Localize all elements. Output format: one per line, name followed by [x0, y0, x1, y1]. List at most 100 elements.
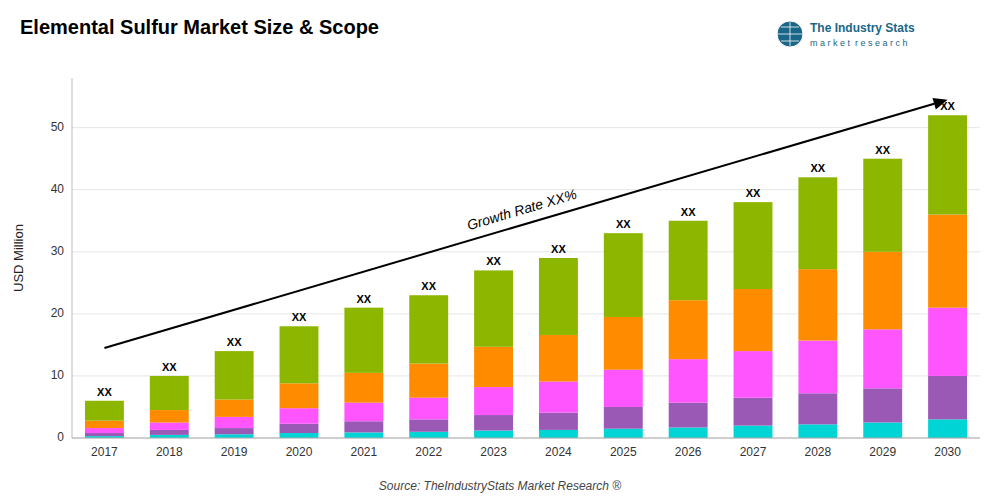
arrow-head	[932, 98, 947, 110]
bar-label: XX	[357, 293, 372, 305]
chart-container: 01020304050USD Million201720182019202020…	[0, 0, 1000, 500]
bar-segment	[669, 427, 708, 438]
y-tick-label: 50	[51, 120, 65, 134]
bar-segment	[734, 398, 773, 426]
y-tick-label: 20	[51, 306, 65, 320]
bar-label: XX	[681, 206, 696, 218]
bar-segment	[409, 364, 448, 398]
x-tick-label: 2027	[740, 445, 767, 459]
bar-segment	[215, 417, 254, 428]
bar-segment	[150, 410, 189, 422]
bar-segment	[863, 252, 902, 330]
bar-segment	[928, 376, 967, 419]
bar-segment	[215, 428, 254, 434]
bar-segment	[474, 415, 513, 431]
bar-segment	[474, 347, 513, 387]
bar-segment	[344, 308, 383, 373]
bar-segment	[280, 433, 319, 438]
bar-segment	[474, 387, 513, 415]
x-tick-label: 2020	[286, 445, 313, 459]
bar-segment	[409, 398, 448, 420]
bar-segment	[474, 270, 513, 346]
bar-segment	[863, 329, 902, 388]
x-tick-label: 2026	[675, 445, 702, 459]
bar-segment	[928, 308, 967, 376]
x-tick-label: 2018	[156, 445, 183, 459]
bar-segment	[474, 431, 513, 438]
arrow-line	[104, 104, 934, 348]
x-tick-label: 2025	[610, 445, 637, 459]
grid-line	[72, 313, 980, 314]
chart-svg: 01020304050USD Million201720182019202020…	[0, 0, 1000, 500]
grid-line	[72, 189, 980, 190]
y-axis-label: USD Million	[11, 224, 26, 292]
x-axis: 2017201820192020202120222023202420252026…	[91, 445, 961, 459]
x-axis-line	[72, 438, 980, 439]
bar-segment	[604, 407, 643, 429]
bar-segment	[734, 289, 773, 351]
x-tick-label: 2024	[545, 445, 572, 459]
bar-segment	[539, 258, 578, 335]
bar-label: XX	[162, 361, 177, 373]
bar-segment	[604, 429, 643, 438]
bar-segment	[669, 403, 708, 428]
bar-segment	[85, 428, 124, 433]
y-tick-label: 40	[51, 182, 65, 196]
bar-segment	[928, 419, 967, 438]
bar-segment	[344, 373, 383, 403]
bar-segment	[863, 422, 902, 438]
bar-label: XX	[875, 144, 890, 156]
bar-segment	[798, 424, 837, 438]
bar-segment	[928, 115, 967, 214]
bar-segment	[539, 413, 578, 430]
x-tick-label: 2019	[221, 445, 248, 459]
grid-line	[72, 251, 980, 252]
bar-label: XX	[227, 336, 242, 348]
bar-segment	[798, 341, 837, 394]
bar-segment	[798, 393, 837, 424]
bar-segment	[669, 359, 708, 402]
y-tick-label: 10	[51, 368, 65, 382]
bar-segment	[280, 383, 319, 408]
bar-labels: XXXXXXXXXXXXXXXXXXXXXXXXXXXX	[97, 100, 955, 398]
bar-label: XX	[97, 386, 112, 398]
bar-segment	[280, 326, 319, 383]
bar-label: XX	[486, 255, 501, 267]
chart-title: Elemental Sulfur Market Size & Scope	[20, 16, 379, 38]
bar-segment	[280, 408, 319, 424]
bar-segment	[604, 370, 643, 407]
growth-label: Growth Rate XX%	[465, 186, 579, 233]
logo: The Industry Stats m a r k e t r e s e a …	[777, 21, 915, 48]
bar-segment	[215, 351, 254, 399]
bar-label: XX	[746, 187, 761, 199]
bar-segment	[928, 215, 967, 308]
bars	[85, 115, 967, 438]
source-text: Source: TheIndustryStats Market Research…	[379, 479, 621, 493]
bar-label: XX	[616, 218, 631, 230]
grid-line	[72, 127, 980, 128]
bar-segment	[669, 221, 708, 300]
bar-segment	[798, 177, 837, 269]
bar-segment	[734, 351, 773, 398]
bar-segment	[280, 424, 319, 433]
logo-title: The Industry Stats	[810, 21, 915, 35]
x-tick-label: 2023	[480, 445, 507, 459]
x-tick-label: 2022	[415, 445, 442, 459]
bar-segment	[150, 376, 189, 410]
bar-label: XX	[811, 162, 826, 174]
bar-segment	[344, 432, 383, 438]
bar-segment	[863, 388, 902, 422]
bar-segment	[863, 159, 902, 252]
bar-segment	[85, 421, 124, 428]
logo-globe-line	[790, 22, 791, 46]
x-tick-label: 2021	[351, 445, 378, 459]
bar-segment	[85, 401, 124, 421]
bar-segment	[539, 382, 578, 413]
logo-subtitle: m a r k e t r e s e a r c h	[810, 38, 908, 48]
bar-segment	[215, 400, 254, 417]
bar-segment	[734, 202, 773, 289]
y-axis-line	[72, 78, 73, 438]
grid-line	[72, 438, 980, 439]
x-tick-label: 2029	[869, 445, 896, 459]
bar-segment	[344, 421, 383, 432]
